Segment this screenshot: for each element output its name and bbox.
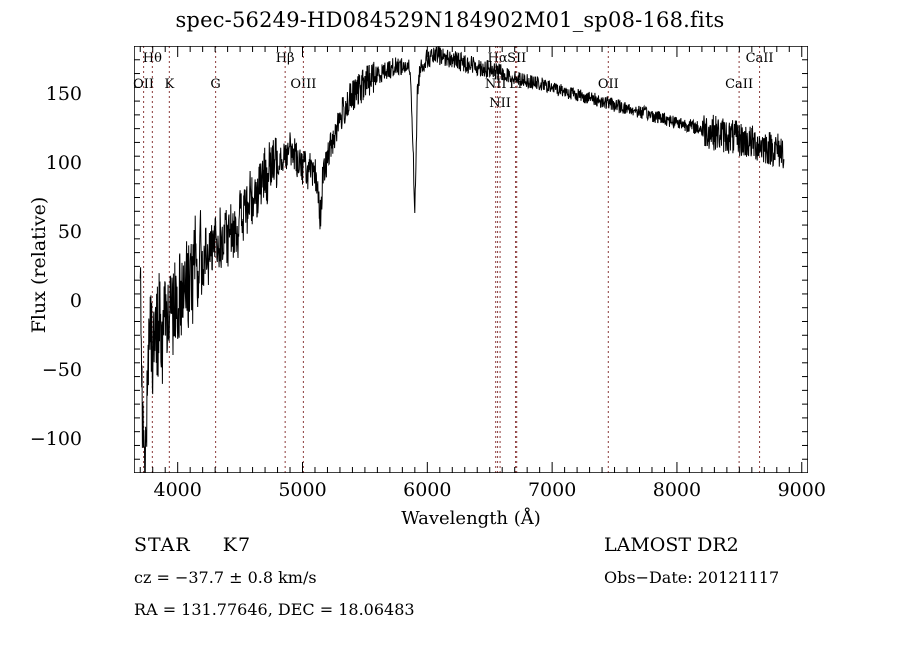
spectral-line-label: CaII: [745, 51, 774, 66]
spectrum-plot[interactable]: [134, 46, 808, 473]
survey-name: LAMOST DR2: [604, 534, 739, 556]
spectral-line-label: NII: [489, 96, 511, 111]
x-tick-label: 7000: [527, 479, 577, 501]
y-axis-label: Flux (relative): [22, 150, 56, 380]
x-tick-label: 4000: [153, 479, 202, 501]
spectral-line-label: Hθ: [142, 51, 162, 66]
object-type-line: STAR K7: [134, 534, 251, 556]
spectral-line-label: CaII: [725, 77, 754, 92]
spectral-class: K7: [222, 534, 252, 556]
x-tick-label: 8000: [652, 479, 702, 501]
x-tick-label: 5000: [278, 479, 327, 501]
axis-ticks: [134, 46, 808, 473]
page-title: spec-56249-HD084529N184902M01_sp08-168.f…: [175, 8, 725, 32]
coordinates: RA = 131.77646, DEC = 18.06483: [134, 600, 415, 619]
spectral-line-label: SII: [507, 51, 527, 66]
spectral-line-label: OIII: [290, 77, 317, 92]
spectral-line-label: K: [164, 77, 175, 92]
spectrum-trace: [140, 46, 784, 473]
spectral-line-markers: [144, 46, 760, 473]
spectral-line-label: Hβ: [275, 51, 295, 66]
spectral-line-label: OII: [597, 77, 619, 92]
metadata-footer: STAR K7 cz = −37.7 ± 0.8 km/s RA = 131.7…: [0, 530, 900, 640]
spectral-line-label: NII: [484, 77, 507, 92]
observation-date: Obs−Date: 20121117: [604, 568, 780, 587]
x-tick-label: 6000: [403, 479, 452, 501]
y-tick-label: 50: [57, 220, 82, 243]
y-tick-label: −100: [29, 427, 82, 450]
x-tick-label: 9000: [777, 479, 826, 501]
radial-velocity: cz = −37.7 ± 0.8 km/s: [134, 568, 317, 587]
x-axis-label: Wavelength (Å): [401, 508, 541, 529]
y-tick-label: 150: [45, 83, 82, 106]
spectral-line-label: Hα: [487, 51, 508, 66]
y-tick-label: −50: [41, 358, 82, 381]
object-type: STAR: [134, 534, 191, 556]
plot-frame: [134, 46, 808, 473]
spectral-line-label: G: [210, 77, 221, 92]
y-axis-label-text: Flux (relative): [28, 196, 50, 334]
y-tick-label: 0: [69, 289, 82, 312]
y-tick-label: 100: [45, 152, 82, 175]
